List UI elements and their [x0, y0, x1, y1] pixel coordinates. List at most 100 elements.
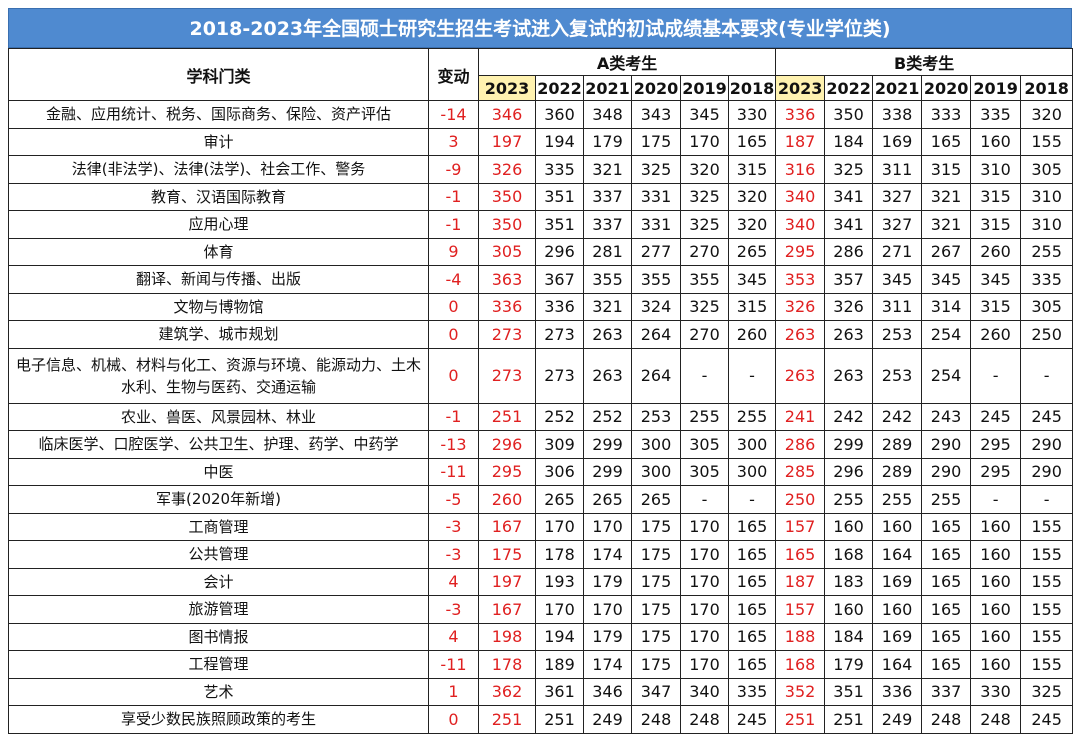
- score-cell-b-2020: 290: [921, 457, 972, 486]
- score-cell-a-2021: 348: [583, 100, 632, 129]
- score-cell-a-2019: 305: [680, 457, 729, 486]
- subject-cell: 工程管理: [8, 650, 429, 679]
- score-cell-b-2018: 305: [1020, 292, 1074, 321]
- score-cell-a-2018: 255: [727, 402, 777, 431]
- score-cell-b-2023: 165: [775, 540, 826, 569]
- score-cell-a-2020: 175: [631, 567, 681, 596]
- score-cell-b-2020: 333: [921, 100, 972, 129]
- score-cell-a-2022: 336: [535, 292, 584, 321]
- score-cell-b-2018: 305: [1020, 155, 1074, 184]
- score-cell-a-2018: 315: [727, 155, 777, 184]
- score-cell-a-2021: 174: [583, 540, 632, 569]
- score-cell-a-2023: 363: [478, 265, 536, 294]
- subject-cell: 临床医学、口腔医学、公共卫生、护理、药学、中药学: [8, 430, 429, 459]
- score-cell-a-2021: 281: [583, 237, 632, 266]
- score-cell-b-2018: 290: [1020, 430, 1074, 459]
- score-cell-b-2022: 160: [824, 512, 874, 541]
- score-cell-b-2021: 271: [872, 237, 923, 266]
- score-cell-a-2020: 264: [631, 320, 681, 349]
- score-cell-b-2019: 310: [970, 155, 1022, 184]
- score-cell-a-2022: 361: [535, 677, 584, 706]
- score-cell-a-2019: 170: [680, 595, 729, 624]
- score-cell-b-2021: 160: [872, 512, 923, 541]
- score-cell-a-2020: 331: [631, 182, 681, 211]
- score-cell-a-2019: -: [680, 347, 729, 404]
- score-cell-b-2023: 187: [775, 567, 826, 596]
- score-cell-b-2018: 335: [1020, 265, 1074, 294]
- table-title: 2018-2023年全国硕士研究生招生考试进入复试的初试成绩基本要求(专业学位类…: [8, 8, 1072, 48]
- score-cell-b-2020: 248: [921, 705, 972, 734]
- score-cell-b-2023: 336: [775, 100, 826, 129]
- table-row: 体育 9 305 296 281 277 270 265 295 286 271 267 260 255: [8, 237, 1074, 266]
- score-cell-a-2018: 260: [727, 320, 777, 349]
- score-cell-b-2020: 165: [921, 622, 972, 651]
- score-cell-b-2022: 263: [824, 320, 874, 349]
- score-cell-a-2022: 367: [535, 265, 584, 294]
- score-cell-b-2018: 320: [1020, 100, 1074, 129]
- score-cell-b-2019: 315: [970, 292, 1022, 321]
- score-cell-b-2019: 330: [970, 677, 1022, 706]
- change-cell: -3: [428, 512, 479, 541]
- score-cell-b-2023: 285: [775, 457, 826, 486]
- year-header-a-2020: 2020: [631, 75, 681, 101]
- score-cell-b-2018: 155: [1020, 595, 1074, 624]
- change-cell: -3: [428, 595, 479, 624]
- subject-cell: 电子信息、机械、材料与化工、资源与环境、能源动力、土木水利、生物与医药、交通运输: [8, 347, 429, 404]
- score-cell-b-2018: 155: [1020, 650, 1074, 679]
- table-row: 工程管理 -11 178 189 174 175 170 165 168 179 164 165 160…: [8, 650, 1074, 679]
- score-cell-a-2023: 175: [478, 540, 536, 569]
- score-cell-a-2021: 252: [583, 402, 632, 431]
- change-cell: -13: [428, 430, 479, 459]
- score-cell-a-2021: 321: [583, 292, 632, 321]
- year-header-a-2019: 2019: [680, 75, 729, 101]
- score-cell-b-2021: 338: [872, 100, 923, 129]
- score-cell-b-2018: -: [1020, 485, 1074, 514]
- score-cell-b-2023: 286: [775, 430, 826, 459]
- change-cell: -9: [428, 155, 479, 184]
- score-cell-b-2020: 337: [921, 677, 972, 706]
- score-table-container: 2018-2023年全国硕士研究生招生考试进入复试的初试成绩基本要求(专业学位类…: [8, 8, 1074, 734]
- score-cell-b-2022: 296: [824, 457, 874, 486]
- subject-cell: 翻译、新闻与传播、出版: [8, 265, 429, 294]
- score-cell-b-2023: 352: [775, 677, 826, 706]
- score-cell-a-2023: 326: [478, 155, 536, 184]
- score-cell-a-2019: 170: [680, 512, 729, 541]
- score-cell-b-2021: 255: [872, 485, 923, 514]
- change-cell: -1: [428, 402, 479, 431]
- score-cell-a-2019: 345: [680, 100, 729, 129]
- score-cell-b-2020: 321: [921, 210, 972, 239]
- score-cell-b-2023: 250: [775, 485, 826, 514]
- score-cell-b-2021: 242: [872, 402, 923, 431]
- score-cell-a-2023: 260: [478, 485, 536, 514]
- score-cell-a-2023: 178: [478, 650, 536, 679]
- score-cell-b-2019: 260: [970, 237, 1022, 266]
- score-cell-a-2018: 315: [727, 292, 777, 321]
- score-cell-b-2022: 179: [824, 650, 874, 679]
- score-cell-a-2023: 273: [478, 320, 536, 349]
- score-cell-a-2018: 320: [727, 210, 777, 239]
- score-cell-b-2020: 165: [921, 127, 972, 156]
- table-row: 公共管理 -3 175 178 174 175 170 165 165 168 164 165 160 1…: [8, 540, 1074, 569]
- subject-cell: 审计: [8, 127, 429, 156]
- score-cell-a-2023: 296: [478, 430, 536, 459]
- table-row: 法律(非法学)、法律(法学)、社会工作、警务 -9 326 335 321 325 320 3…: [8, 155, 1074, 184]
- score-cell-a-2021: 263: [583, 347, 632, 404]
- score-cell-a-2022: 306: [535, 457, 584, 486]
- score-cell-a-2020: 355: [631, 265, 681, 294]
- score-cell-b-2019: 248: [970, 705, 1022, 734]
- score-cell-a-2018: 165: [727, 540, 777, 569]
- score-cell-b-2022: 286: [824, 237, 874, 266]
- score-cell-a-2023: 305: [478, 237, 536, 266]
- score-cell-a-2023: 197: [478, 567, 536, 596]
- score-cell-b-2023: 340: [775, 210, 826, 239]
- score-cell-b-2019: 245: [970, 402, 1022, 431]
- score-cell-b-2020: 314: [921, 292, 972, 321]
- score-cell-a-2020: 277: [631, 237, 681, 266]
- score-cell-a-2022: 309: [535, 430, 584, 459]
- score-cell-b-2019: 160: [970, 595, 1022, 624]
- score-cell-b-2023: 241: [775, 402, 826, 431]
- subject-cell: 农业、兽医、风景园林、林业: [8, 402, 429, 431]
- score-cell-b-2018: 155: [1020, 622, 1074, 651]
- score-cell-a-2020: 300: [631, 430, 681, 459]
- score-cell-b-2019: -: [970, 485, 1022, 514]
